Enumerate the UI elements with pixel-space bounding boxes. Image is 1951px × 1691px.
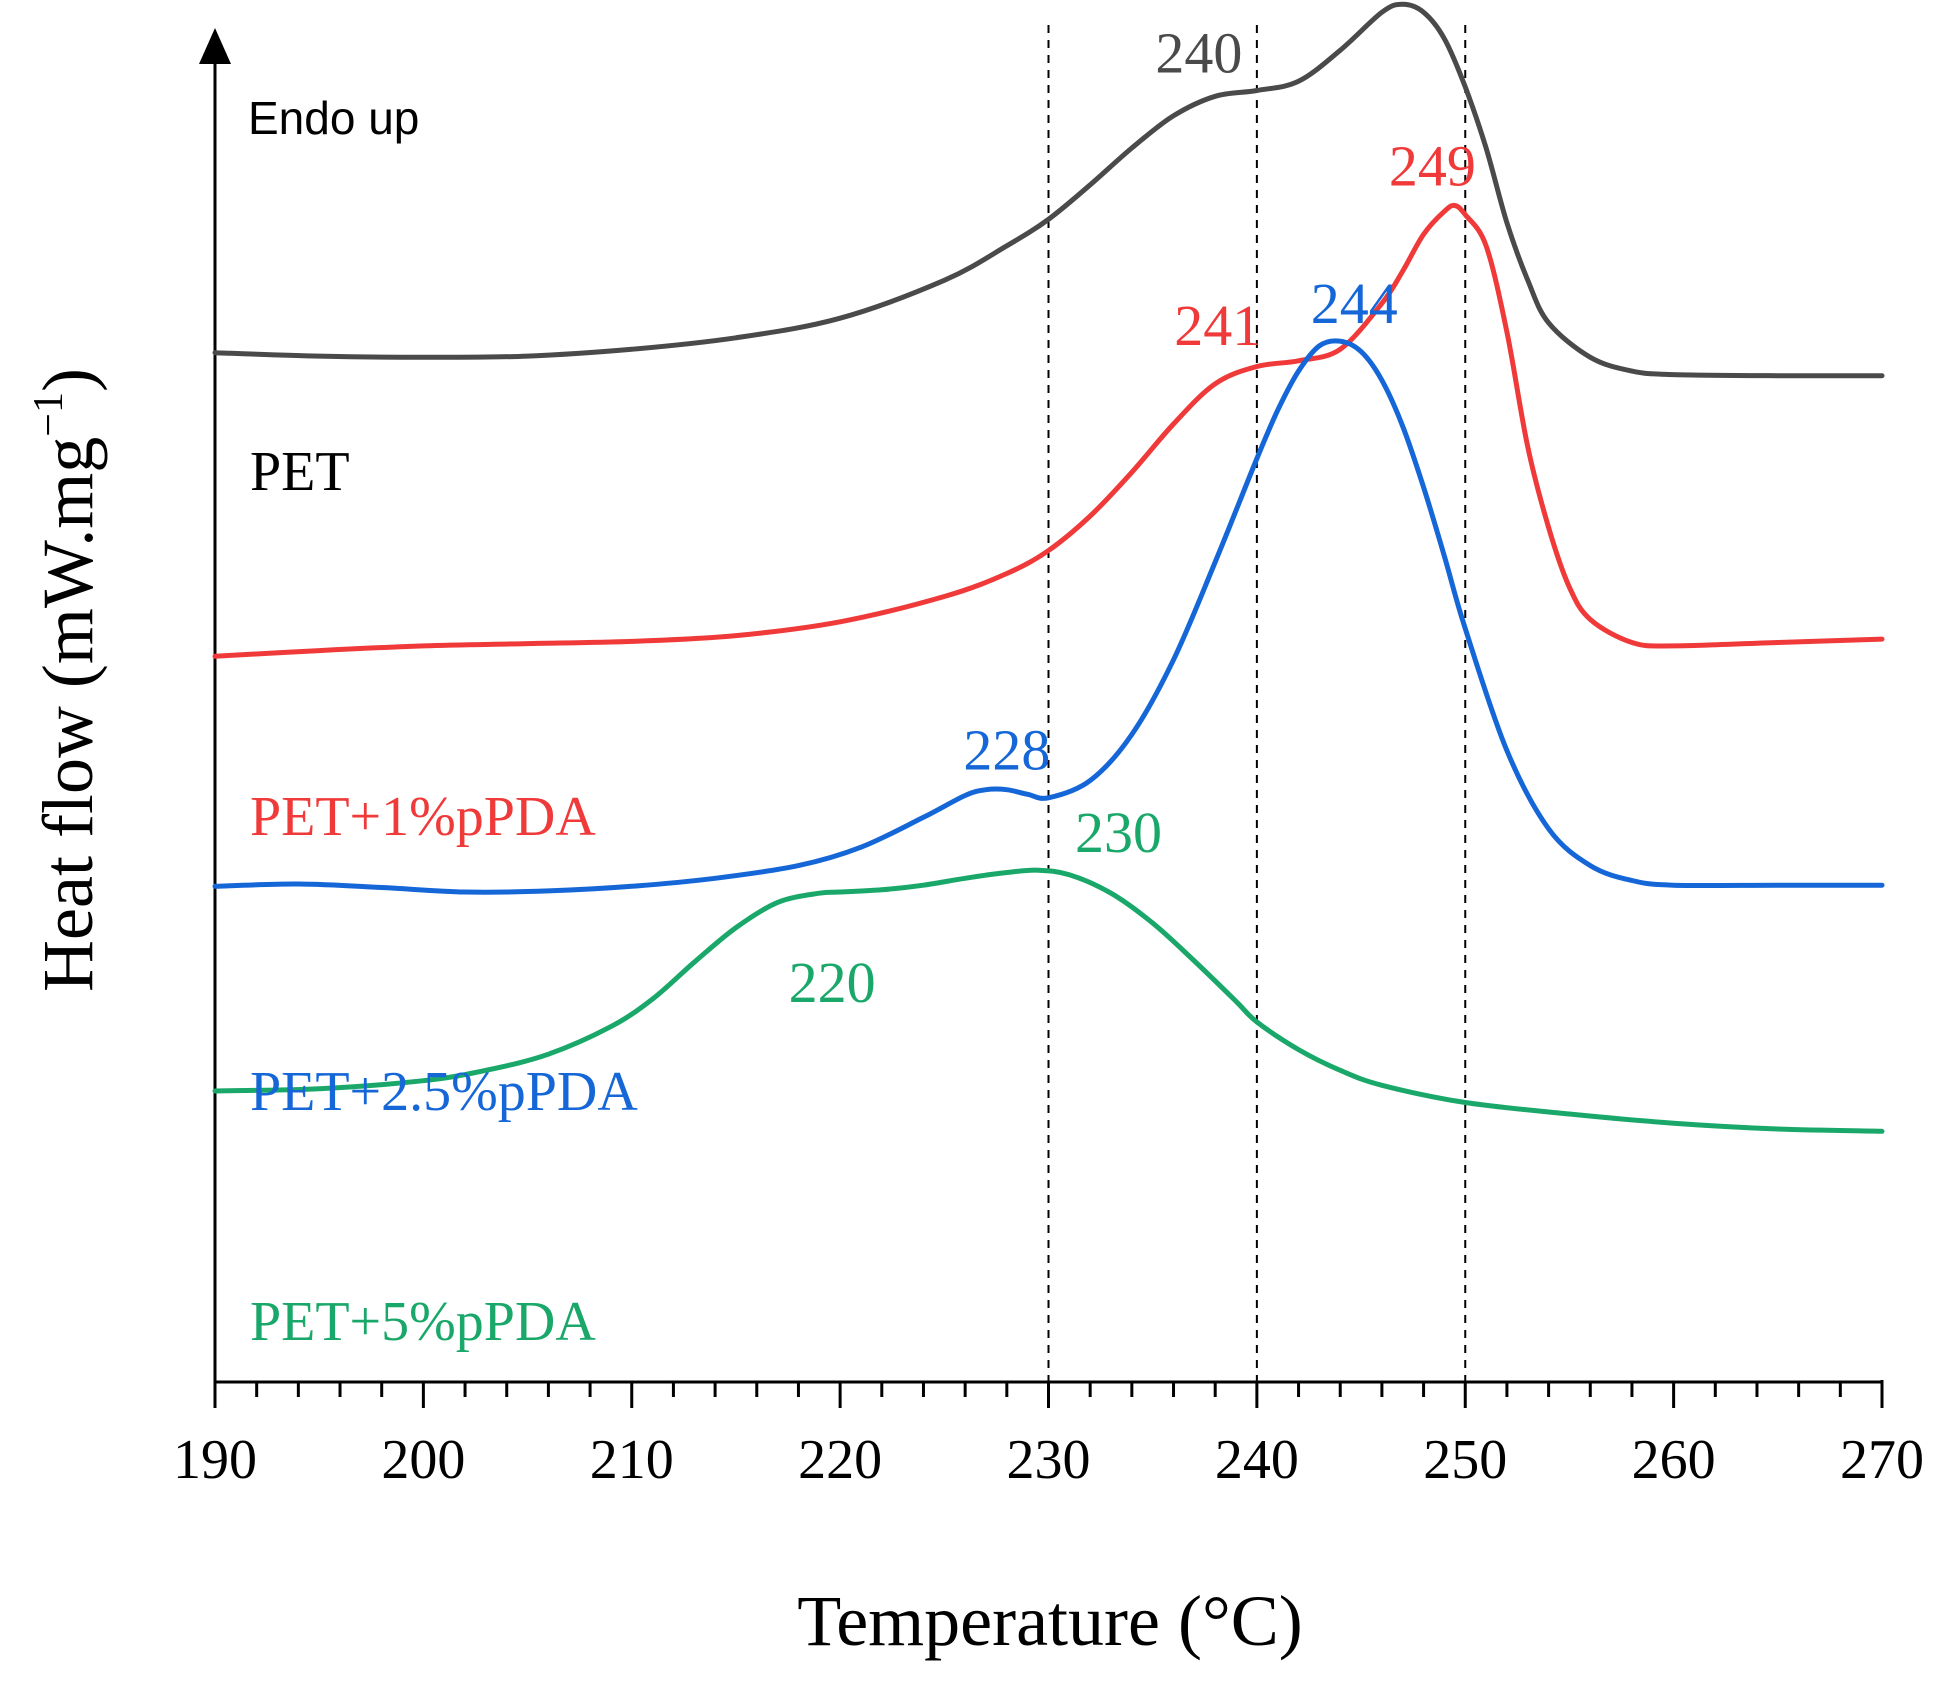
curve-label-pet-5-ppda: PET+5%pPDA bbox=[250, 1291, 596, 1353]
x-tick-label-190: 190 bbox=[173, 1429, 257, 1491]
x-axis-title: Temperature (°C) bbox=[797, 1581, 1303, 1661]
axes bbox=[199, 28, 1884, 1384]
peak-label-pet-5-ppda-230: 230 bbox=[1075, 800, 1162, 865]
curve-pet-1-ppda bbox=[212, 202, 1885, 659]
peak-label-pet-240: 240 bbox=[1155, 21, 1242, 86]
peak-label-pet-1-ppda-241: 241 bbox=[1174, 293, 1261, 358]
x-tick-label-270: 270 bbox=[1840, 1429, 1924, 1491]
reference-lines bbox=[1047, 25, 1467, 1382]
curve-pet bbox=[212, 1, 1885, 379]
peak-label-pet-2-5-ppda-228: 228 bbox=[963, 718, 1050, 783]
y-axis-arrow-icon bbox=[199, 28, 231, 64]
x-axis-ticks bbox=[213, 1382, 1884, 1408]
y-axis-title-close: ) bbox=[28, 368, 108, 392]
y-axis-title-main: Heat flow (mW.mg bbox=[28, 437, 108, 992]
x-tick-label-220: 220 bbox=[798, 1429, 882, 1491]
peak-label-pet-5-ppda-220: 220 bbox=[789, 950, 876, 1015]
x-tick-label-200: 200 bbox=[381, 1429, 465, 1491]
annotations: PET PET+1%pPDA PET+2.5%pPDA PET+5%pPDA 240 24… bbox=[250, 21, 1476, 1354]
endo-up-label: Endo up bbox=[248, 92, 419, 144]
curve-pet-2-5-ppda bbox=[212, 338, 1885, 895]
curve-label-pet-2-5-ppda: PET+2.5%pPDA bbox=[250, 1061, 638, 1123]
series-curves bbox=[212, 1, 1885, 1134]
curve-label-pet-1-ppda: PET+1%pPDA bbox=[250, 786, 596, 848]
y-axis-title: Heat flow (mW.mg−1) bbox=[26, 368, 108, 992]
x-tick-label-260: 260 bbox=[1632, 1429, 1716, 1491]
curve-label-pet: PET bbox=[250, 441, 350, 503]
peak-label-pet-2-5-ppda-244: 244 bbox=[1311, 271, 1398, 336]
x-tick-label-230: 230 bbox=[1007, 1429, 1091, 1491]
peak-label-pet-1-ppda-249: 249 bbox=[1389, 134, 1476, 199]
x-tick-label-210: 210 bbox=[590, 1429, 674, 1491]
x-tick-label-250: 250 bbox=[1423, 1429, 1507, 1491]
x-tick-label-240: 240 bbox=[1215, 1429, 1299, 1491]
y-axis-title-superscript: −1 bbox=[26, 392, 72, 437]
curve-pet-5-ppda bbox=[212, 867, 1885, 1134]
x-axis-tick-labels: 190 200 210 220 230 240 250 260 270 bbox=[173, 1429, 1924, 1491]
